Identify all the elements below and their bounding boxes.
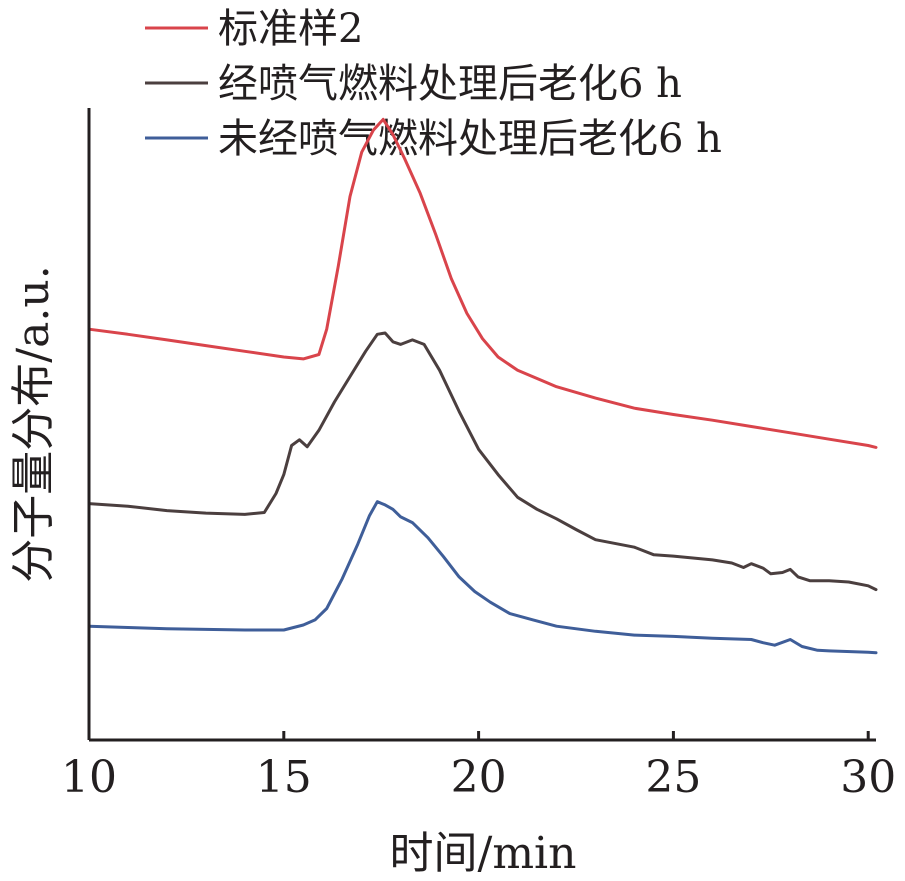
legend-item: 经喷气燃料处理后老化6 h <box>145 61 682 107</box>
x-tick-label: 30 <box>840 752 896 803</box>
x-tick-label: 15 <box>256 752 312 803</box>
x-axis-label: 时间/min <box>390 828 577 879</box>
legend: 标准样2 经喷气燃料处理后老化6 h 未经喷气燃料处理后老化6 h <box>145 6 722 162</box>
x-tick-label: 25 <box>645 752 701 803</box>
x-tick-label: 10 <box>61 752 117 803</box>
legend-item: 未经喷气燃料处理后老化6 h <box>145 116 722 162</box>
x-tick-label: 20 <box>451 752 507 803</box>
series-line-2 <box>87 331 878 592</box>
x-ticks: 10 15 20 25 30 <box>61 731 896 803</box>
legend-label: 标准样2 <box>218 6 363 52</box>
series-line-1 <box>87 117 878 449</box>
y-axis-label: 分子量分布/a.u. <box>8 265 59 582</box>
legend-label: 经喷气燃料处理后老化6 h <box>218 61 682 107</box>
legend-label: 未经喷气燃料处理后老化6 h <box>218 116 722 162</box>
series-layer <box>87 117 878 655</box>
series-line-3 <box>87 500 878 655</box>
legend-item: 标准样2 <box>145 6 363 52</box>
